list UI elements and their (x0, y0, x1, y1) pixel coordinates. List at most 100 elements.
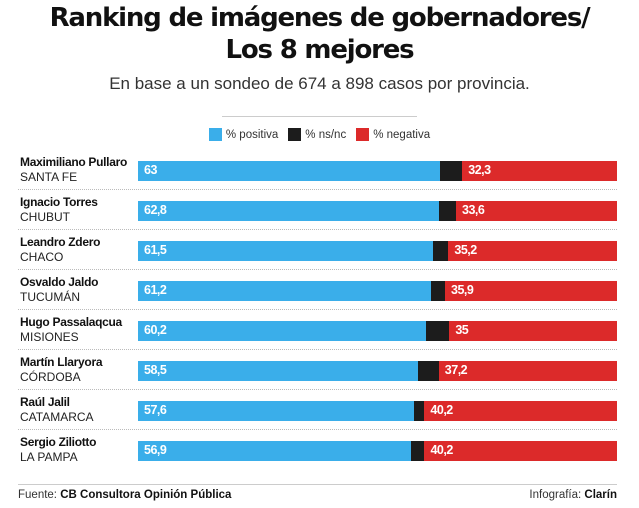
divider (222, 116, 417, 117)
bar-segment-positive: 62,8 (138, 201, 439, 221)
chart-title-line-1: Ranking de imágenes de gobernadores/ (49, 3, 591, 33)
source-label: Fuente: (18, 489, 61, 501)
data-label: 32,3 (468, 163, 491, 177)
data-label: 63 (144, 163, 157, 177)
stacked-bar: 62,8 33,6 (138, 201, 617, 221)
bar-segment-positive: 61,2 (138, 281, 432, 301)
legend-item: % positiva (208, 128, 279, 141)
chart-row: Martín Llaryora CÓRDOBA 58,5 37,2 (18, 350, 617, 390)
legend-swatch (356, 128, 370, 141)
province-name: CHUBUT (20, 210, 70, 224)
bar-segment-negative: 37,2 (438, 361, 617, 381)
province-name: SANTA FE (20, 170, 78, 184)
chart-row: Sergio Ziliotto LA PAMPA 56,9 40,2 (18, 430, 617, 470)
chart-row: Hugo Passalaqcua MISIONES 60,2 35 (18, 310, 617, 350)
chart-row: Maximiliano Pullaro SANTA FE 63 32,3 (18, 150, 617, 190)
province-name: MISIONES (20, 330, 79, 344)
governor-name: Raúl Jalil (20, 395, 70, 409)
data-label: 40,2 (430, 443, 453, 457)
bar-segment-negative: 35 (449, 321, 617, 341)
bar-segment-nsnc (432, 241, 449, 261)
stacked-bar: 61,2 35,9 (138, 281, 617, 301)
governor-name: Sergio Ziliotto (20, 435, 97, 449)
bar-segment-positive: 58,5 (138, 361, 419, 381)
chart-row: Ignacio Torres CHUBUT 62,8 33,6 (18, 190, 617, 230)
province-name: LA PAMPA (20, 450, 78, 464)
row-separator (18, 309, 617, 310)
stacked-bar: 61,5 35,2 (138, 241, 617, 261)
legend: % positiva % ns/nc % negativa (0, 128, 639, 141)
chart-subtitle: En base a un sondeo de 674 a 898 casos p… (109, 74, 530, 93)
bar-segment-nsnc (439, 161, 463, 181)
bar-segment-positive: 61,5 (138, 241, 433, 261)
province-name: CHACO (20, 250, 64, 264)
legend-swatch (288, 128, 302, 141)
bar-segment-positive: 60,2 (138, 321, 427, 341)
bar-segment-nsnc (418, 361, 439, 381)
bar-segment-nsnc (413, 401, 425, 421)
bar-segment-nsnc (431, 281, 446, 301)
row-separator (18, 429, 617, 430)
legend-swatch (208, 128, 222, 141)
legend-label: % negativa (373, 128, 431, 141)
data-label: 35,9 (451, 283, 474, 297)
data-label: 40,2 (430, 403, 453, 417)
governor-name: Osvaldo Jaldo (20, 275, 99, 289)
row-separator (18, 269, 617, 270)
data-label: 37,2 (444, 363, 468, 377)
bar-segment-negative: 33,6 (456, 201, 617, 221)
credit-label: Infografía: (529, 489, 585, 501)
chart-row: Raúl Jalil CATAMARCA 57,6 40,2 (18, 390, 617, 430)
legend-item: % negativa (356, 128, 430, 141)
row-separator (18, 349, 617, 350)
data-label: 35 (455, 323, 469, 337)
bar-segment-nsnc (426, 321, 450, 341)
bar-segment-nsnc (410, 441, 425, 461)
chart-row: Leandro Zdero CHACO 61,5 35,2 (18, 230, 617, 270)
bar-segment-negative: 40,2 (424, 441, 617, 461)
data-label: 33,6 (462, 203, 485, 217)
row-separator (18, 189, 617, 190)
chart-title-line-2: Los 8 mejores (225, 35, 415, 65)
stacked-bar: 56,9 40,2 (138, 441, 617, 461)
data-label: 58,5 (144, 363, 167, 377)
bar-segment-nsnc (438, 201, 457, 221)
stacked-bar: 57,6 40,2 (138, 401, 617, 421)
chart-row: Osvaldo Jaldo TUCUMÁN 61,2 35,9 (18, 270, 617, 310)
data-label: 35,2 (454, 243, 477, 257)
data-label: 62,8 (144, 203, 167, 217)
data-label: 60,2 (144, 323, 167, 337)
province-name: CÓRDOBA (20, 370, 81, 384)
governor-name: Maximiliano Pullaro (20, 155, 127, 169)
divider (18, 484, 617, 485)
source-value: CB Consultora Opinión Pública (60, 489, 232, 501)
credit-value: Clarín (584, 489, 617, 501)
bar-segment-negative: 40,2 (424, 401, 617, 421)
bar-segment-positive: 56,9 (138, 441, 411, 461)
row-separator (18, 229, 617, 230)
source-credit: Fuente: CB Consultora Opinión Pública (18, 489, 231, 501)
bar-segment-negative: 35,2 (448, 241, 617, 261)
province-name: TUCUMÁN (20, 290, 80, 304)
legend-label: % positiva (225, 128, 279, 141)
data-label: 61,2 (144, 283, 167, 297)
row-separator (18, 389, 617, 390)
governor-name: Martín Llaryora (20, 355, 103, 369)
data-label: 61,5 (144, 243, 167, 257)
governor-name: Hugo Passalaqcua (20, 315, 122, 329)
governor-name: Leandro Zdero (20, 235, 101, 249)
bar-segment-positive: 63 (138, 161, 440, 181)
stacked-bar: 58,5 37,2 (138, 361, 617, 381)
legend-label: % ns/nc (305, 128, 347, 141)
legend-item: % ns/nc (288, 128, 346, 141)
bar-segment-positive: 57,6 (138, 401, 414, 421)
province-name: CATAMARCA (20, 410, 94, 424)
data-label: 56,9 (144, 443, 167, 457)
infographic-credit: Infografía: Clarín (529, 489, 617, 501)
governor-name: Ignacio Torres (20, 195, 98, 209)
stacked-bar: 63 32,3 (138, 161, 617, 181)
bar-segment-negative: 32,3 (462, 161, 617, 181)
bar-segment-negative: 35,9 (445, 281, 617, 301)
data-label: 57,6 (144, 403, 167, 417)
stacked-bar: 60,2 35 (138, 321, 617, 341)
